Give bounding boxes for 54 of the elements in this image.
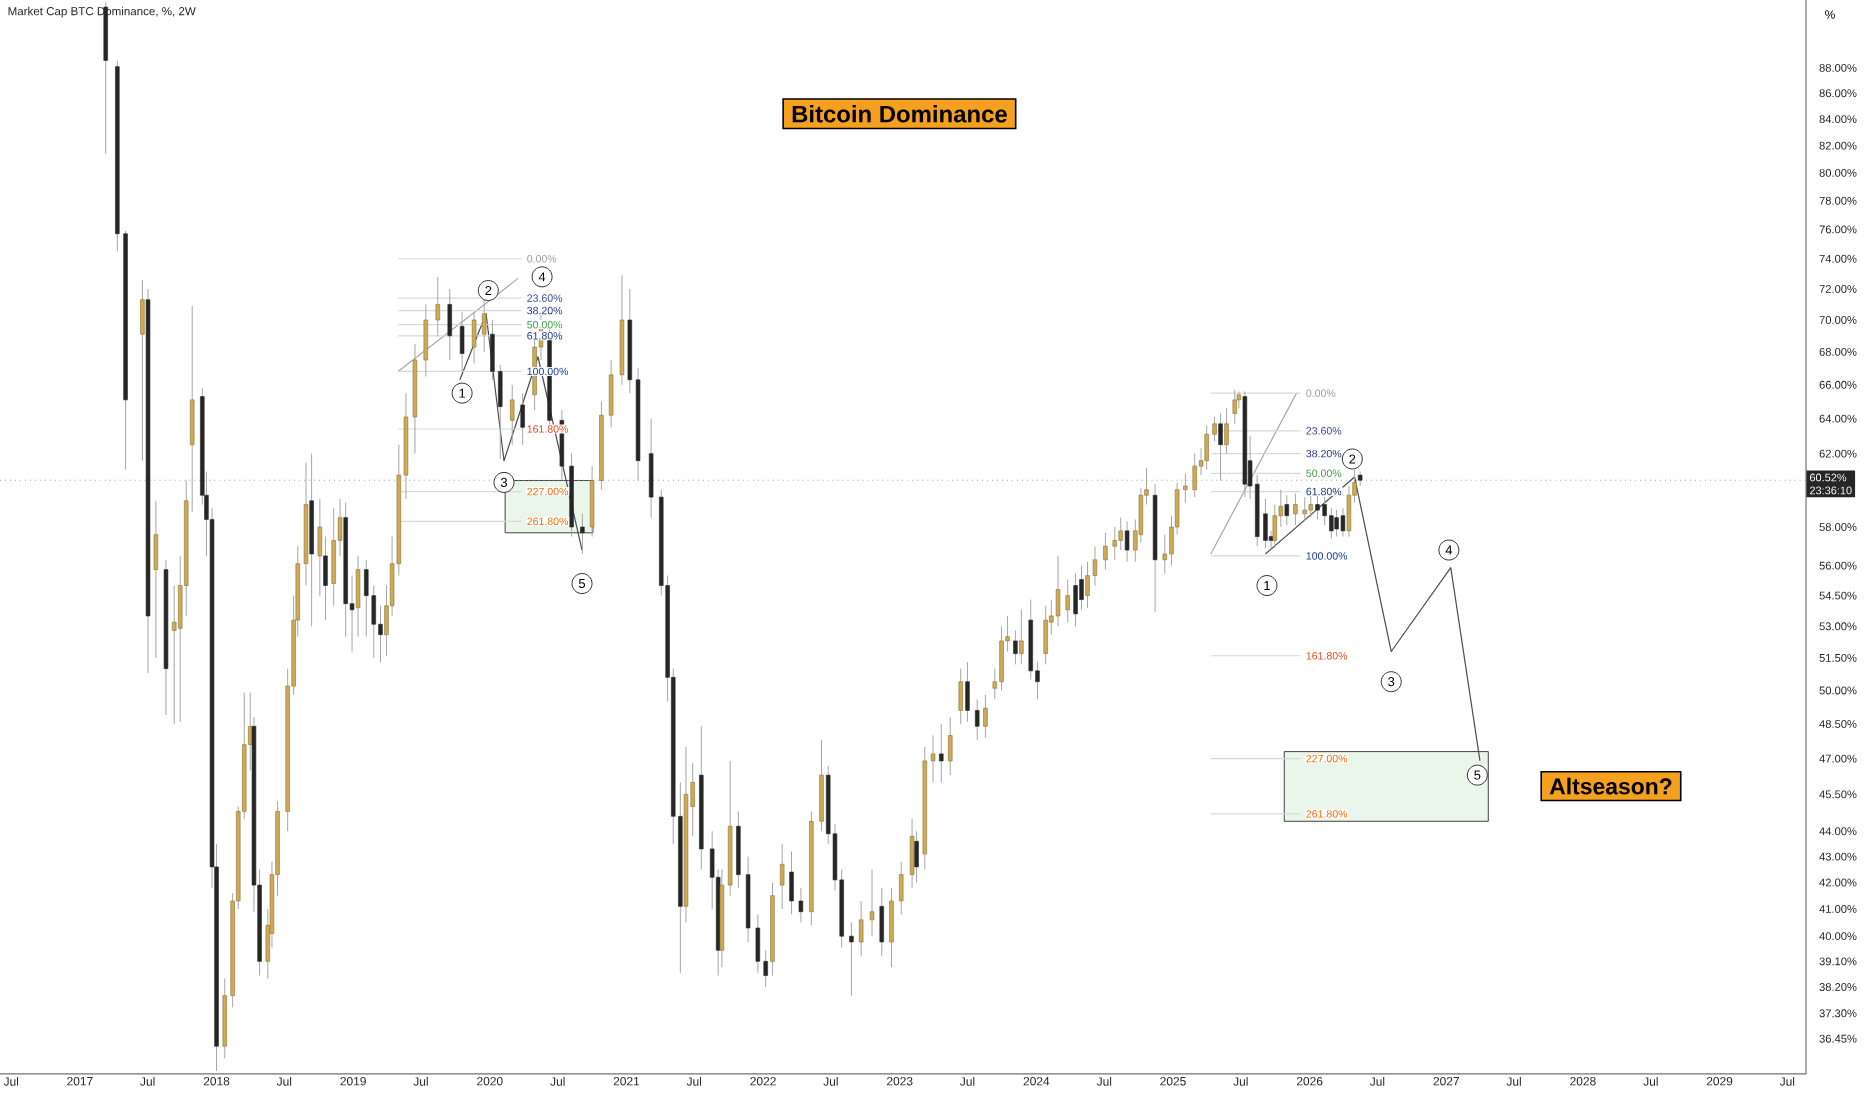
- candlestick: [1065, 579, 1070, 623]
- text: Bitcoin Dominance: [792, 105, 1007, 123]
- candlestick: [140, 279, 145, 462]
- candlestick: [1302, 496, 1307, 522]
- candlestick: [798, 887, 804, 924]
- candlestick: [779, 843, 785, 910]
- candlestick: [948, 716, 953, 776]
- candlestick: [789, 850, 794, 915]
- candlestick: [1340, 507, 1346, 538]
- candlestick: [153, 500, 159, 659]
- candlestick: [975, 698, 980, 741]
- candlestick: [958, 668, 963, 725]
- candlestick: [510, 384, 515, 446]
- candlestick: [849, 922, 854, 997]
- candlestick: [1322, 496, 1327, 526]
- candlestick: [447, 288, 452, 361]
- candlestick: [1103, 532, 1108, 571]
- candlestick: [1284, 494, 1290, 526]
- candlestick: [879, 887, 884, 957]
- candlestick: [1293, 492, 1298, 526]
- candlestick: [364, 559, 369, 638]
- candlestick: [889, 887, 894, 968]
- candlestick: [1334, 509, 1339, 538]
- candlestick: [1043, 605, 1048, 665]
- candlestick: [1204, 425, 1209, 471]
- candlestick: [1162, 534, 1167, 575]
- candlestick: [608, 359, 614, 428]
- candlestick: [481, 296, 487, 353]
- candlestick: [1232, 389, 1237, 425]
- candlestick: [331, 507, 336, 607]
- candlestick: [1085, 561, 1090, 609]
- candlestick: [1329, 507, 1334, 540]
- candlestick: [1055, 555, 1061, 627]
- candlestick: [1224, 407, 1229, 455]
- line-series: [1264, 476, 1481, 762]
- candlestick: [580, 513, 585, 555]
- candlestick: [1073, 573, 1078, 627]
- candlestick: [965, 661, 970, 723]
- annotation: Altseason?: [1549, 777, 1672, 795]
- candlestick: [1124, 520, 1130, 563]
- candlestick: [939, 723, 944, 783]
- candlestick: [899, 861, 904, 915]
- candlestick: [1112, 526, 1117, 561]
- candlestick: [1019, 609, 1024, 665]
- candlestick: [471, 311, 477, 364]
- candlestick: [869, 868, 875, 937]
- candlestick: [983, 694, 988, 739]
- candlestick: [1013, 629, 1018, 665]
- candlestick: [520, 392, 525, 446]
- candlestick: [435, 276, 440, 337]
- candlestick: [819, 739, 824, 832]
- candlestick: [858, 900, 864, 957]
- candlestick: [755, 913, 761, 974]
- candlestick: [909, 818, 915, 889]
